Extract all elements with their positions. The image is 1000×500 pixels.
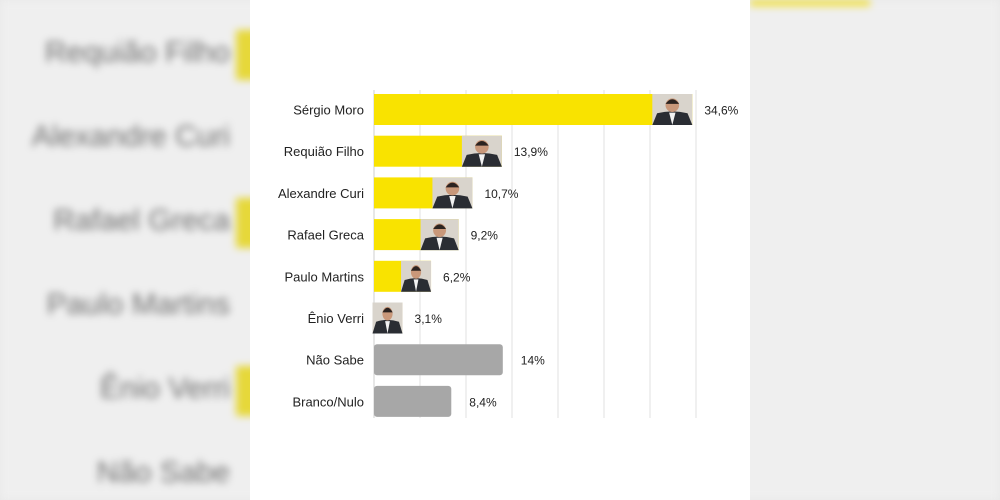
candidate-photo [372, 302, 403, 334]
value-label: 10,7% [484, 187, 518, 201]
blurred-label: Rafael Greca [53, 204, 230, 237]
category-label: Ênio Verri [308, 311, 364, 326]
category-label: Alexandre Curi [278, 186, 364, 201]
bar-chart: Sérgio Moro 34,6% Requião Filho 13,9% Alexan… [278, 90, 739, 418]
bar [374, 385, 452, 417]
category-label: Rafael Greca [287, 228, 364, 243]
photo-shirt [478, 154, 486, 167]
category-label: Branco/Nulo [292, 394, 364, 409]
photo-hair [433, 224, 447, 230]
candidate-photo [652, 94, 693, 125]
candidate-photo [401, 260, 432, 292]
value-label: 3,1% [415, 312, 443, 326]
photo-hair [475, 140, 489, 146]
photo-shirt [669, 112, 676, 125]
blurred-label: Requião Filho [44, 36, 230, 69]
candidate-photo [432, 177, 473, 209]
bar [374, 94, 693, 125]
value-label: 14% [521, 354, 545, 368]
photo-hair [665, 99, 680, 104]
category-label: Requião Filho [284, 144, 364, 159]
blurred-label: Ênio Verri [99, 372, 230, 405]
blurred-label: Paulo Martins [46, 288, 230, 321]
photo-shirt [436, 237, 443, 251]
photo-hair [445, 182, 460, 188]
candidate-photo [461, 135, 502, 167]
blurred-label: Não Sabe [96, 456, 230, 489]
value-label: 34,6% [704, 104, 738, 118]
photo-shirt [385, 321, 390, 334]
category-label: Não Sabe [306, 353, 364, 368]
photo-shirt [413, 279, 419, 292]
value-label: 6,2% [443, 270, 471, 284]
blurred-label: Alexandre Curi [31, 120, 230, 153]
category-label: Paulo Martins [285, 269, 365, 284]
photo-hair [410, 266, 422, 271]
photo-shirt [449, 196, 456, 209]
value-label: 8,4% [469, 395, 497, 409]
bar [374, 344, 503, 376]
value-label: 9,2% [471, 229, 499, 243]
blurred-accent-strip [750, 0, 870, 6]
candidate-photo [420, 219, 459, 251]
category-label: Sérgio Moro [293, 103, 364, 118]
chart-card: Sérgio Moro 34,6% Requião Filho 13,9% Alexan… [250, 0, 750, 500]
photo-hair [382, 307, 393, 313]
value-label: 13,9% [514, 145, 548, 159]
